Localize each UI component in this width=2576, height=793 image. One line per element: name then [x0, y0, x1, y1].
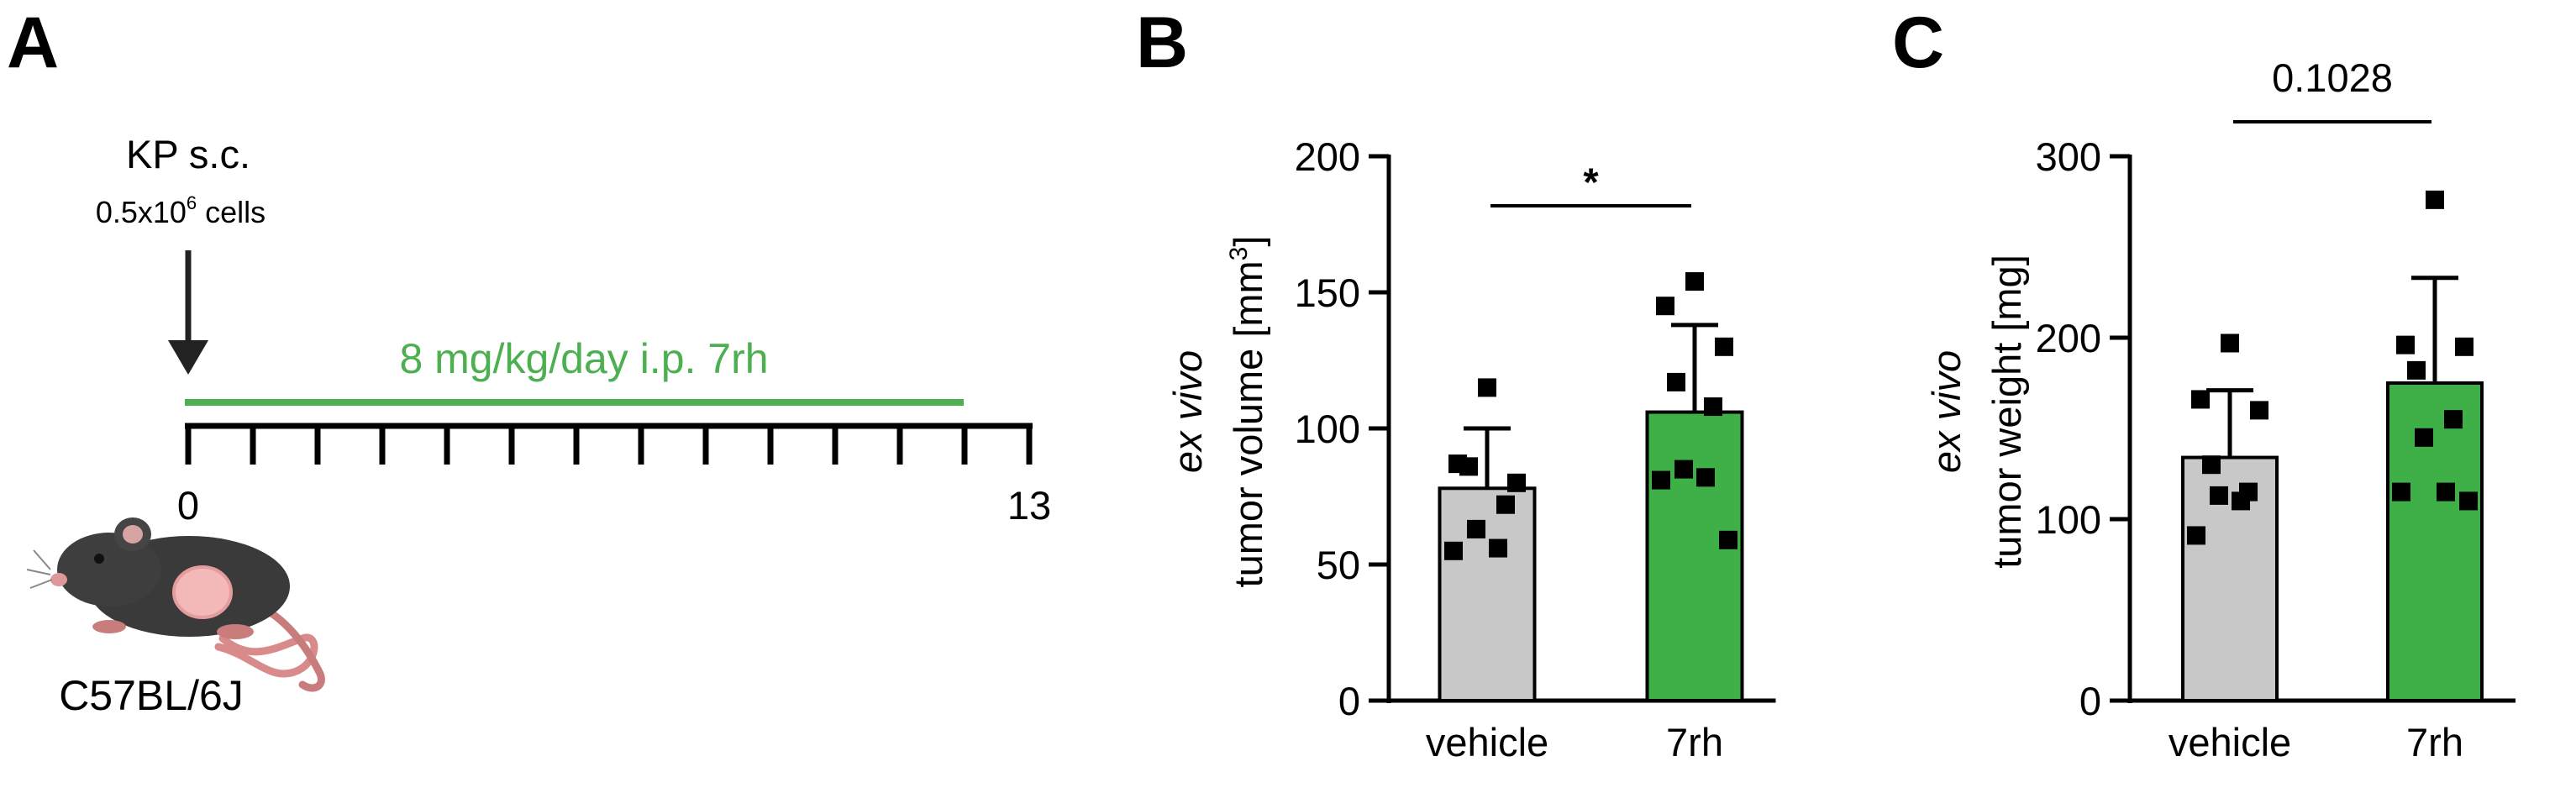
panel-letter-a: A: [7, 3, 59, 83]
x-tick-label: 7rh: [2406, 720, 2463, 764]
panel-a: A KP s.c. 0.5x106 cells 8 mg/kg/day i.p.…: [7, 3, 1051, 719]
y-axis-label-italic: ex vivo: [1165, 350, 1210, 473]
x-tick-label: vehicle: [1426, 720, 1548, 764]
injection-title: KP s.c.: [126, 132, 250, 176]
data-point: [1459, 457, 1478, 476]
data-point: [2426, 190, 2444, 209]
arrow-down-icon: [168, 250, 208, 375]
y-tick-label: 0: [1338, 679, 1360, 723]
data-point: [2191, 390, 2210, 409]
data-point: [1656, 297, 1674, 316]
panel-letter-c: C: [1892, 3, 1944, 83]
mouse-strain-label: C57BL/6J: [59, 672, 244, 719]
data-point: [1507, 473, 1526, 492]
significance-label: 0.1028: [2272, 55, 2393, 100]
y-axis-label: tumor volume [mm3]: [1225, 236, 1270, 588]
bar-7rh: [1645, 410, 1744, 702]
data-point: [2392, 482, 2410, 502]
data-point: [1696, 468, 1715, 487]
panel-b: B 0 50 100 150 200 ex vivo tumor volume [mm3] v…: [1136, 3, 1776, 764]
data-point: [2250, 401, 2268, 420]
y-tick-label: 0: [2079, 679, 2101, 723]
data-point: [1496, 495, 1515, 514]
data-point: [1652, 470, 1670, 490]
timeline-start-label: 0: [177, 483, 199, 528]
x-tick-label: vehicle: [2169, 720, 2291, 764]
data-point: [2396, 335, 2415, 354]
y-tick-label: 100: [1295, 407, 1360, 451]
data-point: [1478, 378, 1496, 397]
panel-letter-b: B: [1136, 3, 1188, 83]
y-tick-label: 300: [2036, 134, 2101, 179]
significance-label: *: [1583, 160, 1599, 204]
timeline: [185, 423, 1033, 465]
y-tick-label: 200: [1295, 134, 1360, 179]
mouse-icon: [26, 517, 325, 692]
x-tick-label: 7rh: [1666, 720, 1723, 764]
y-axis-label: tumor weight [mg]: [1985, 255, 2029, 569]
y-tick-label: 100: [2036, 497, 2101, 542]
data-point: [2459, 491, 2478, 511]
cells-dose: 0.5x106 cells: [96, 192, 265, 229]
chart-b: 0 50 100 150 200 ex vivo tumor volume [mm3] veh…: [1165, 134, 1776, 764]
data-point: [2187, 526, 2205, 545]
bar-vehicle: [2181, 455, 2279, 702]
data-point: [1719, 530, 1737, 549]
chart-c: 0 100 200 300 ex vivo tumor weight [mg] vehicl…: [1924, 55, 2516, 764]
data-point: [1489, 538, 1507, 558]
data-point: [2444, 410, 2463, 429]
y-tick-label: 150: [1295, 270, 1360, 315]
treatment-label: 8 mg/kg/day i.p. 7rh: [399, 335, 768, 382]
data-point: [2437, 482, 2455, 502]
y-tick-label: 200: [2036, 316, 2101, 360]
data-point: [2210, 486, 2228, 505]
data-point: [1444, 541, 1463, 560]
data-point: [2232, 491, 2250, 511]
data-point: [2202, 455, 2221, 475]
y-axis-label-italic: ex vivo: [1924, 350, 1969, 473]
data-point: [2221, 333, 2239, 353]
data-point: [2455, 337, 2473, 356]
data-point: [1715, 337, 1733, 356]
panel-c: C 0 100 200 300 ex vivo tumor weight [mg] vehi…: [1892, 3, 2516, 764]
bar-vehicle: [1438, 486, 1537, 703]
y-tick-label: 50: [1317, 543, 1360, 587]
data-point: [1704, 397, 1722, 417]
data-point: [2415, 428, 2433, 447]
bar-7rh: [2386, 381, 2484, 702]
data-point: [1674, 460, 1693, 479]
data-point: [1467, 519, 1485, 538]
data-point: [1685, 272, 1704, 291]
data-point: [2407, 360, 2426, 380]
data-point: [1667, 372, 1685, 391]
timeline-end-label: 13: [1007, 483, 1051, 528]
